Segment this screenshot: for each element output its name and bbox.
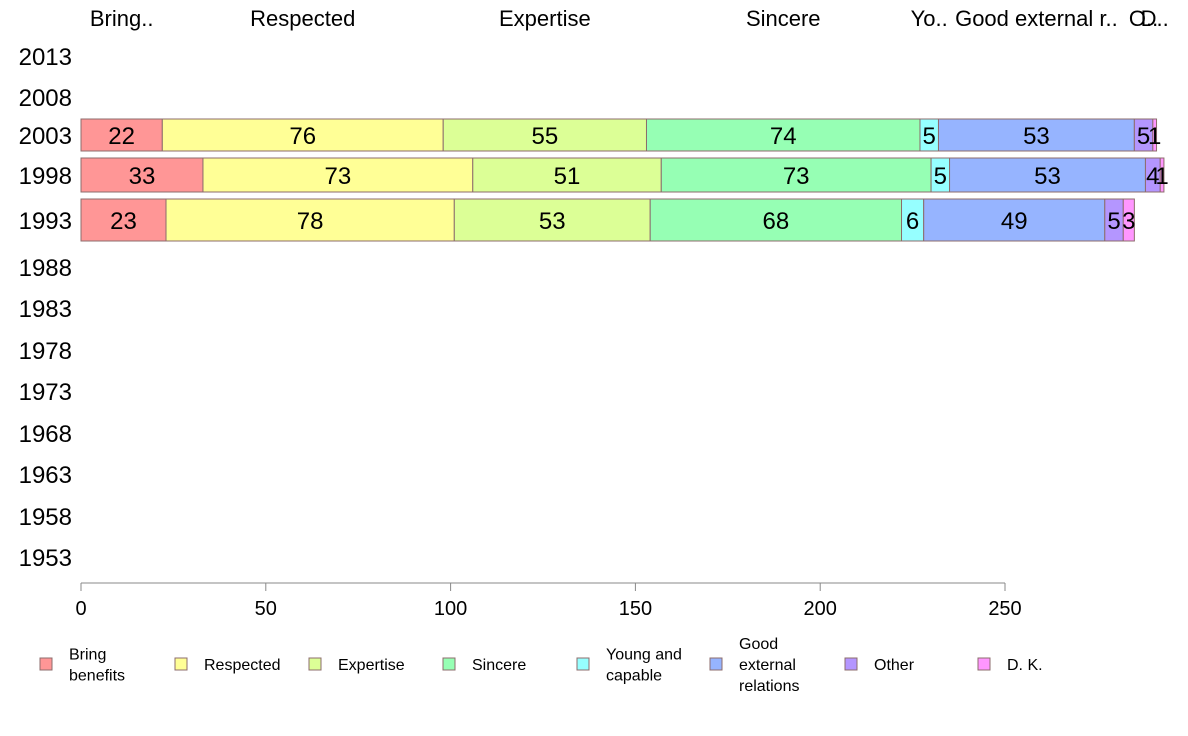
x-tick-label: 200 xyxy=(804,598,837,620)
data-label: 6 xyxy=(906,208,919,235)
legend-label: Good xyxy=(739,636,778,653)
data-label: 68 xyxy=(762,208,789,235)
y-tick-label: 1978 xyxy=(19,338,72,365)
data-label: 1 xyxy=(1148,123,1161,150)
x-axis: 0 50 100 150 200 250 xyxy=(75,582,1022,620)
data-label: 78 xyxy=(297,208,324,235)
column-header: Bring.. xyxy=(90,6,154,31)
legend-label: capable xyxy=(606,668,662,685)
legend-label: Sincere xyxy=(472,657,526,674)
y-axis: 2013 2008 2003 1998 1993 1988 1983 1978 1973 1968… xyxy=(19,44,72,572)
legend-label: Other xyxy=(874,657,915,674)
y-tick-label: 1988 xyxy=(19,255,72,282)
data-label: 5 xyxy=(1107,208,1120,235)
data-label: 55 xyxy=(531,123,558,150)
legend-label: Bring xyxy=(69,647,106,664)
y-tick-label: 1963 xyxy=(19,462,72,489)
bar xyxy=(649,198,903,242)
data-label: 74 xyxy=(770,123,797,150)
data-label: 53 xyxy=(1034,163,1061,190)
bar xyxy=(472,157,662,193)
column-headers: Bring.. Respected Expertise Sincere Yo.. Good… xyxy=(90,6,1169,31)
data-label: 1 xyxy=(1155,163,1168,190)
data-label: 53 xyxy=(1023,123,1050,150)
bar xyxy=(80,157,204,193)
y-tick-label: 1998 xyxy=(19,163,72,190)
column-header: Expertise xyxy=(499,6,591,31)
column-header: O.. xyxy=(1129,6,1158,31)
data-label: 73 xyxy=(325,163,352,190)
data-label: 5 xyxy=(923,123,936,150)
bar xyxy=(453,198,651,242)
y-tick-label: 1968 xyxy=(19,421,72,448)
y-tick-label: 1958 xyxy=(19,504,72,531)
bar xyxy=(923,198,1106,242)
data-label: 22 xyxy=(108,123,135,150)
data-label: 3 xyxy=(1122,208,1135,235)
bar xyxy=(161,118,444,152)
data-label: 5 xyxy=(934,163,947,190)
column-header: Good external r.. xyxy=(955,6,1118,31)
legend-swatch xyxy=(844,657,858,671)
y-tick-label: 1973 xyxy=(19,379,72,406)
bar xyxy=(1152,118,1158,152)
bar xyxy=(442,118,647,152)
column-header: Respected xyxy=(250,6,355,31)
data-label: 49 xyxy=(1001,208,1028,235)
bar xyxy=(80,118,163,152)
y-tick-label: 2003 xyxy=(19,123,72,150)
legend-label: Respected xyxy=(204,657,281,674)
y-tick-label: 1983 xyxy=(19,296,72,323)
x-tick-label: 0 xyxy=(75,598,86,620)
x-tick-label: 50 xyxy=(255,598,277,620)
data-label: 5 xyxy=(1137,123,1150,150)
x-tick-label: 150 xyxy=(619,598,652,620)
data-label: 73 xyxy=(783,163,810,190)
legend-label: Young and xyxy=(606,647,682,664)
legend-label: Expertise xyxy=(338,657,405,674)
data-label: 23 xyxy=(110,208,137,235)
legend-label: benefits xyxy=(69,668,125,685)
legend-swatch xyxy=(709,657,723,671)
bar xyxy=(949,157,1146,193)
bar xyxy=(1122,198,1135,242)
legend: Bring benefits Respected Expertise Sincere Yo… xyxy=(39,636,1043,695)
data-label: 33 xyxy=(129,163,156,190)
x-tick-label: 250 xyxy=(988,598,1021,620)
y-tick-label: 1993 xyxy=(19,208,72,235)
y-tick-label: 2013 xyxy=(19,44,72,71)
legend-label: external xyxy=(739,657,796,674)
legend-swatch xyxy=(442,657,456,671)
legend-swatch xyxy=(39,657,53,671)
legend-label: D. K. xyxy=(1007,657,1043,674)
legend-swatch xyxy=(576,657,590,671)
legend-swatch xyxy=(174,657,188,671)
column-header: D.. xyxy=(1141,6,1169,31)
bar xyxy=(80,198,167,242)
x-tick-label: 100 xyxy=(434,598,467,620)
data-label: 76 xyxy=(289,123,316,150)
bar xyxy=(202,157,474,193)
column-header: Yo.. xyxy=(911,6,948,31)
y-tick-label: 2008 xyxy=(19,85,72,112)
y-tick-label: 1953 xyxy=(19,545,72,572)
bar xyxy=(645,118,921,152)
data-label: 4 xyxy=(1146,163,1159,190)
legend-swatch xyxy=(308,657,322,671)
legend-label: relations xyxy=(739,678,799,695)
legend-swatch xyxy=(977,657,991,671)
data-label: 51 xyxy=(554,163,581,190)
column-header: Sincere xyxy=(746,6,821,31)
bar xyxy=(165,198,455,242)
data-label: 53 xyxy=(539,208,566,235)
bar xyxy=(937,118,1135,152)
bar xyxy=(1159,157,1165,193)
